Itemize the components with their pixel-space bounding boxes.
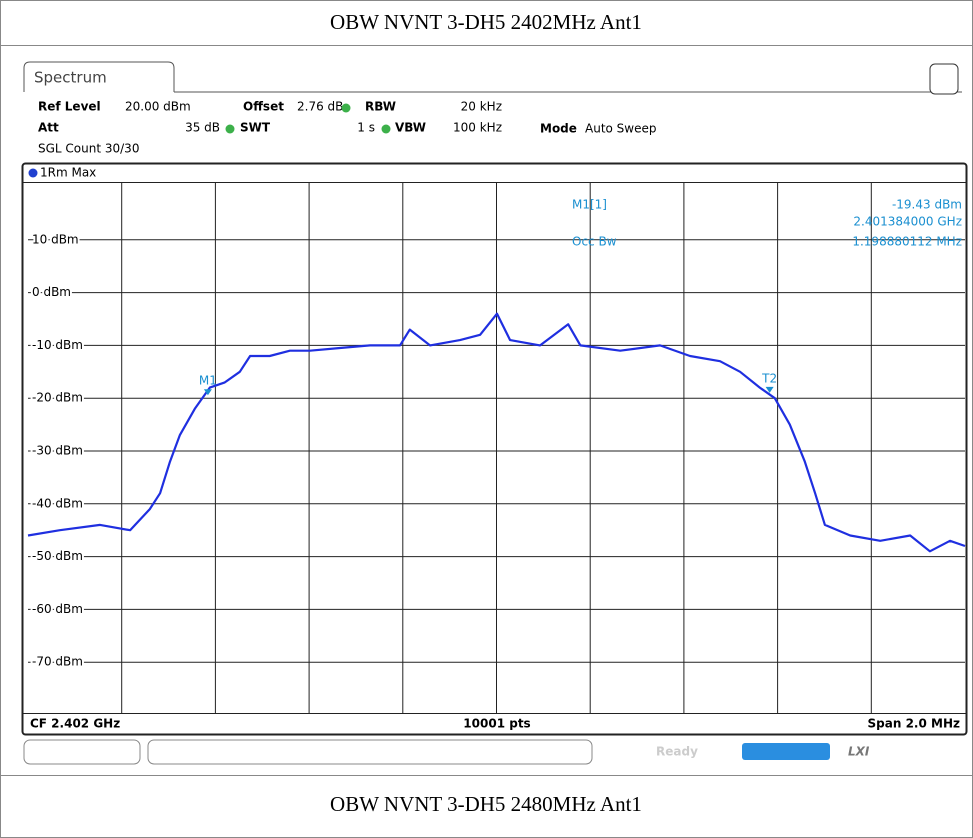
setting-label: Offset [243, 100, 284, 114]
setting-value: 20 kHz [461, 100, 502, 114]
marker-label: M1 [199, 374, 217, 388]
setting-value: 1 s [357, 121, 375, 135]
status-box [147, 739, 593, 765]
trace [27, 312, 966, 553]
setting-value: Auto Sweep [585, 122, 657, 136]
y-tick-label: -60 dBm [32, 602, 83, 616]
y-tick-label: -70 dBm [32, 655, 83, 669]
setting-value: 20.00 dBm [125, 100, 191, 114]
setting-label: VBW [395, 121, 426, 135]
trace-dot [28, 168, 38, 178]
footer-cf: CF 2.402 GHz [30, 717, 120, 731]
progress-bar [742, 743, 830, 760]
tab-label: Spectrum [34, 69, 107, 87]
setting-label: RBW [365, 100, 396, 114]
setting-label: SWT [240, 121, 271, 135]
indicator [381, 124, 391, 134]
trace-label: 1Rm Max [40, 166, 96, 180]
y-tick-label: -20 dBm [32, 391, 83, 405]
setting-label: Att [38, 121, 59, 135]
y-tick-label: -10 dBm [32, 338, 83, 352]
status-box [23, 739, 141, 765]
setting-label: Mode [540, 122, 577, 136]
page-title: OBW NVNT 3-DH5 2402MHz Ant1 [330, 10, 642, 34]
y-tick-label: 0 dBm [32, 285, 71, 299]
lxi-logo: LXI [848, 745, 870, 759]
y-tick-label: -30 dBm [32, 444, 83, 458]
status-text: Ready [656, 745, 698, 759]
setting-label: Ref Level [38, 100, 101, 114]
footer-span: Span 2.0 MHz [868, 717, 960, 731]
setting-value: 2.76 dB [297, 100, 343, 114]
setting-value: 100 kHz [453, 121, 502, 135]
plot-frame [21, 162, 968, 736]
indicator [225, 124, 235, 134]
occ-label: Occ Bw [572, 235, 617, 249]
setting-value: 35 dB [185, 121, 220, 135]
marker-label: T2 [761, 371, 777, 385]
y-tick-label: -50 dBm [32, 549, 83, 563]
y-tick-label: -40 dBm [32, 496, 83, 510]
sweep-count: SGL Count 30/30 [38, 142, 139, 156]
indicator [341, 103, 351, 113]
marker-freq: 2.401384000 GHz [853, 215, 962, 229]
menu-button[interactable] [929, 63, 959, 95]
next-title: OBW NVNT 3-DH5 2480MHz Ant1 [330, 792, 642, 816]
plot-area: 10 dBm 0 dBm -10 dBm -20 dBm -30 dBm -40 dBm -… [27, 183, 966, 713]
tab[interactable] [23, 61, 175, 92]
y-tick-label: 10 dBm [32, 232, 79, 246]
footer-points: 10001 pts [463, 717, 530, 731]
marker [203, 389, 212, 396]
occ-value: 1.198880112 MHz [852, 235, 962, 249]
marker [765, 386, 774, 393]
marker-level: -19.43 dBm [892, 198, 962, 212]
marker-name: M1[1] [572, 198, 607, 212]
